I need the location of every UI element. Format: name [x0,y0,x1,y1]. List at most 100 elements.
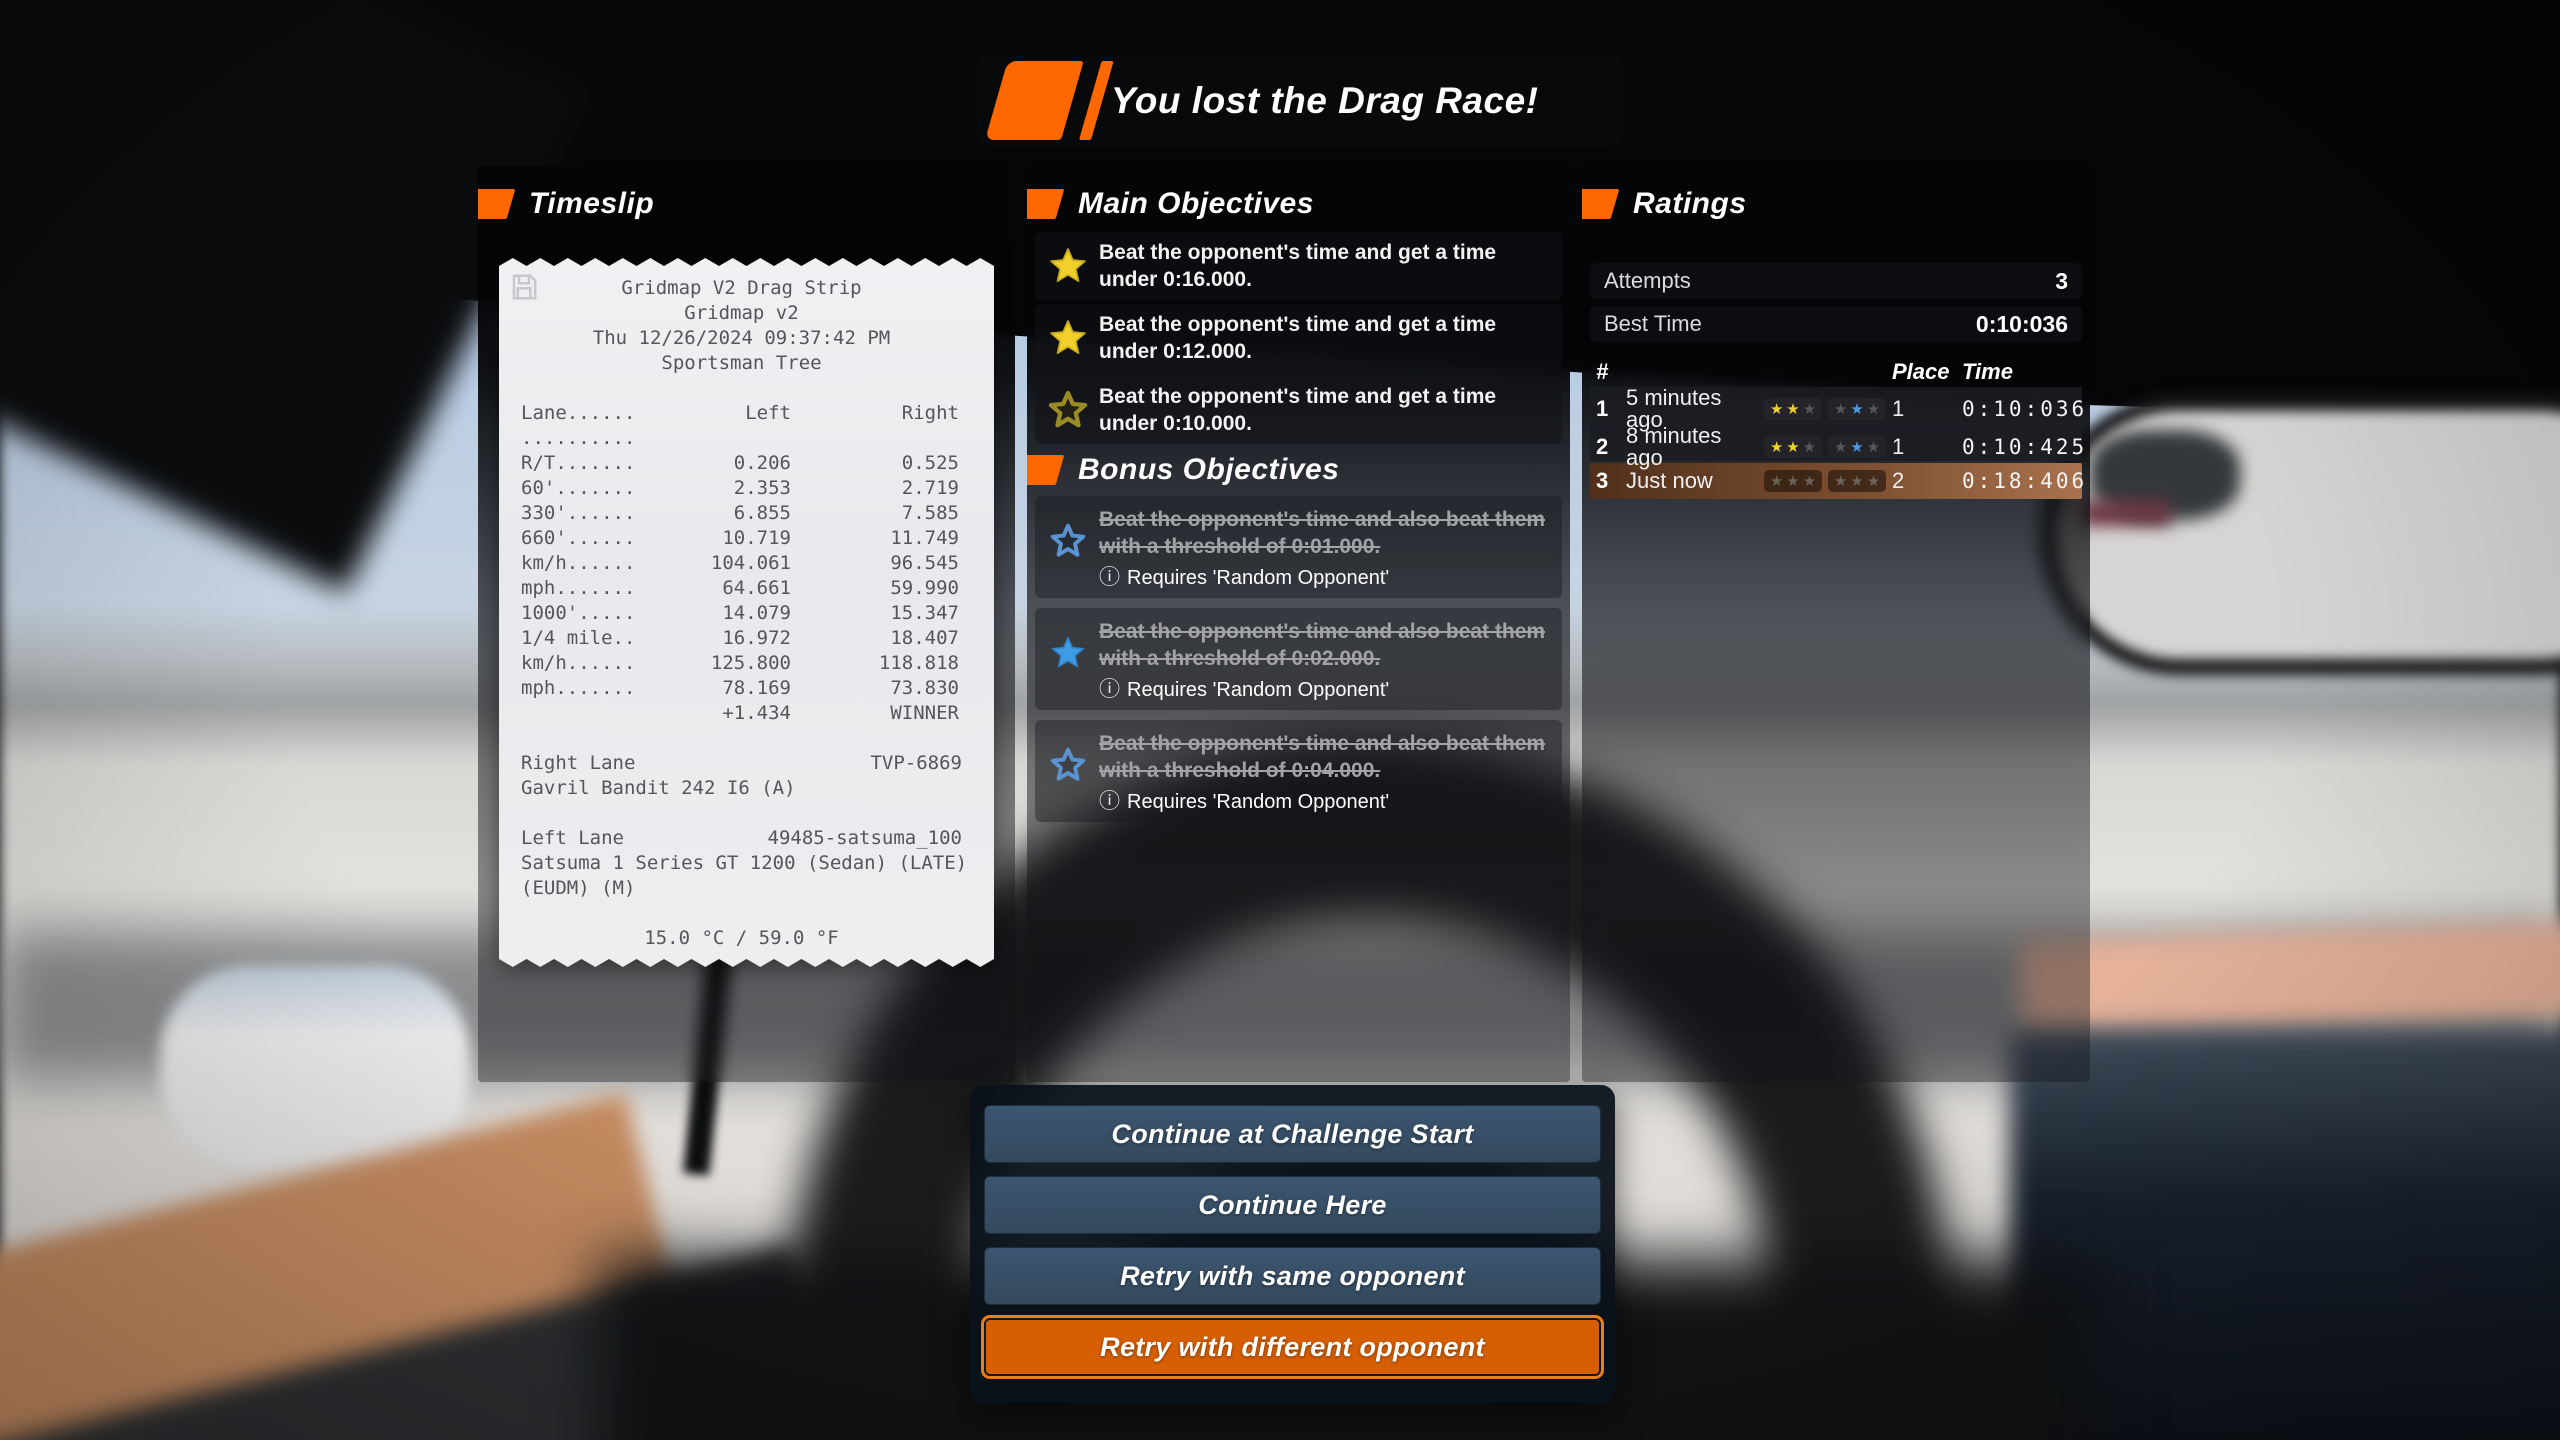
receipt-data-row: km/h...... 125.800 118.818 [521,651,962,676]
main-objectives-header: Main Objectives [1027,186,1570,222]
star-rating-badge: ★ ★ ★ [1764,470,1822,492]
receipt-row-label: mph....... [521,577,636,599]
attempt-place: 1 [1892,434,1905,459]
continue-here-button[interactable]: Continue Here [984,1176,1601,1234]
receipt-left-value: 14.079 [722,602,791,624]
blue-outline-star-icon [1050,747,1086,781]
receipt-row-label: 1000'..... [521,602,636,624]
attempt-when: 5 minutes ago [1626,385,1722,432]
requires-text: Requires 'Random Opponent' [1127,790,1390,813]
mini-star-icon: ★ [1802,400,1817,418]
receipt-data-row: 330'...... 6.855 7.585 [521,501,962,526]
mini-star-icon: ★ [1786,400,1800,418]
mini-star-icon: ★ [1769,438,1784,456]
objective-star [1047,506,1089,588]
receipt-left-value: 125.800 [710,652,791,674]
bonus-objective-item: Beat the opponent's time and also beat t… [1035,496,1562,598]
attempt-number: 2 [1596,434,1609,459]
star-rating-badge: ★ ★ ★ [1828,398,1886,420]
receipt-data-row: km/h...... 104.061 96.545 [521,551,962,576]
left-lane-vehicle: Satsuma 1 Series GT 1200 (Sedan) (LATE) [521,852,968,874]
attempt-time: 0:10:425 [1962,434,2088,459]
receipt-left-value: 64.661 [722,577,791,599]
receipt-data-row: mph....... 64.661 59.990 [521,576,962,601]
best-time-label: Best Time [1604,311,1702,336]
retry-with-different-opponent-button[interactable]: Retry with different opponent [984,1318,1601,1376]
info-icon: ⓘ [1099,789,1120,813]
section-marker-icon [478,189,516,219]
receipt-col-label: Lane...... [521,402,636,424]
receipt-right-value: 18.407 [890,627,959,649]
receipt-header-line: Sportsman Tree [661,352,822,374]
mini-star-icon: ★ [1850,438,1864,456]
receipt-column-row: Lane...... Left Right [521,401,962,426]
best-time-value: 0:10:036 [1975,310,2068,337]
star-rating-badge: ★ ★ ★ [1764,398,1822,420]
requires-text: Requires 'Random Opponent' [1127,566,1390,589]
retry-with-same-opponent-button[interactable]: Retry with same opponent [984,1247,1601,1305]
receipt-row-label [521,701,671,726]
receipt-right-value: 59.990 [890,577,959,599]
receipt-header-line: Gridmap V2 Drag Strip [621,277,862,299]
receipt-data-row: mph....... 78.169 73.830 [521,676,962,701]
receipt-right-value: WINNER [890,702,959,724]
right-dashboard-blur [2010,1030,2560,1440]
attempts-value: 3 [2055,267,2068,294]
attempt-when: 8 minutes ago [1626,423,1722,470]
objective-text: Beat the opponent's time and get a time … [1099,313,1497,363]
attempt-time: 0:18:406 [1962,468,2088,493]
receipt-temperature: 15.0 °C / 59.0 °F [644,927,839,949]
receipt-row-label: 660'...... [521,527,636,549]
receipt-row-label: 60'....... [521,477,636,499]
objective-star [1047,730,1089,812]
receipt-right-value: 15.347 [890,602,959,624]
mini-star-icon: ★ [1833,438,1848,456]
left-lane-label: Left Lane [521,827,624,849]
save-icon[interactable] [509,272,539,302]
continue-at-challenge-start-button[interactable]: Continue at Challenge Start [984,1105,1601,1163]
attempt-time: 0:10:036 [1962,396,2088,421]
timeslip-receipt: Gridmap V2 Drag Strip Gridmap v2 Thu 12/26… [499,258,994,967]
receipt-col-left: Left [745,402,791,424]
receipt-data-row: +1.434 WINNER [521,701,962,726]
yellow-outline-star-icon [1048,390,1088,428]
info-icon: ⓘ [1099,565,1120,589]
receipt-header-line: Gridmap v2 [684,302,799,324]
yellow-filled-star-icon [1050,248,1086,282]
bonus-objective-text: Beat the opponent's time and also beat t… [1099,732,1546,782]
yellow-filled-star-icon [1050,320,1086,354]
receipt-data-row: 660'...... 10.719 11.749 [521,526,962,551]
receipt-data-row: 1000'..... 14.079 15.347 [521,601,962,626]
requires-note: ⓘ Requires 'Random Opponent' [1099,567,1550,588]
receipt-data-row: R/T....... 0.206 0.525 [521,451,962,476]
right-lane-vehicle: Gavril Bandit 242 I6 (A) [521,777,796,799]
receipt-divider: .......... [521,427,636,449]
mini-star-icon: ★ [1866,472,1881,490]
objective-star [1047,246,1089,286]
mirror-reflection-car-blur [2080,500,2170,526]
mini-star-icon: ★ [1786,438,1800,456]
best-time-row: Best Time 0:10:036 [1590,306,2082,342]
receipt-col-right: Right [901,402,959,424]
objective-star [1047,618,1089,700]
beamng-logo-icon [983,61,1114,140]
bonus-objective-text: Beat the opponent's time and also beat t… [1099,620,1546,670]
receipt-row-label: 1/4 mile.. [521,627,636,649]
mini-star-icon: ★ [1833,400,1848,418]
main-objective-item: Beat the opponent's time and get a time … [1035,304,1562,372]
timeslip-header: Timeslip [478,186,1015,222]
attempts-row: Attempts 3 [1590,263,2082,299]
attempt-row: 3 Just now ★ ★ ★ ★ ★ ★ 2 0:18:406 [1590,463,2084,499]
attempt-when: Just now [1626,468,1713,493]
receipt-right-value: 2.719 [901,477,959,499]
ratings-panel: Ratings Attempts 3 Best Time 0:10:036 # … [1582,166,2090,1082]
receipt-row-label: mph....... [521,677,636,699]
right-lane-row: Right Lane TVP-6869 [521,751,962,776]
receipt-left-value: +1.434 [722,702,791,724]
action-menu: Continue at Challenge Start Continue Here… [970,1085,1615,1403]
receipt-right-value: 11.749 [890,527,959,549]
receipt-right-value: 118.818 [878,652,959,674]
requires-note: ⓘ Requires 'Random Opponent' [1099,791,1550,812]
